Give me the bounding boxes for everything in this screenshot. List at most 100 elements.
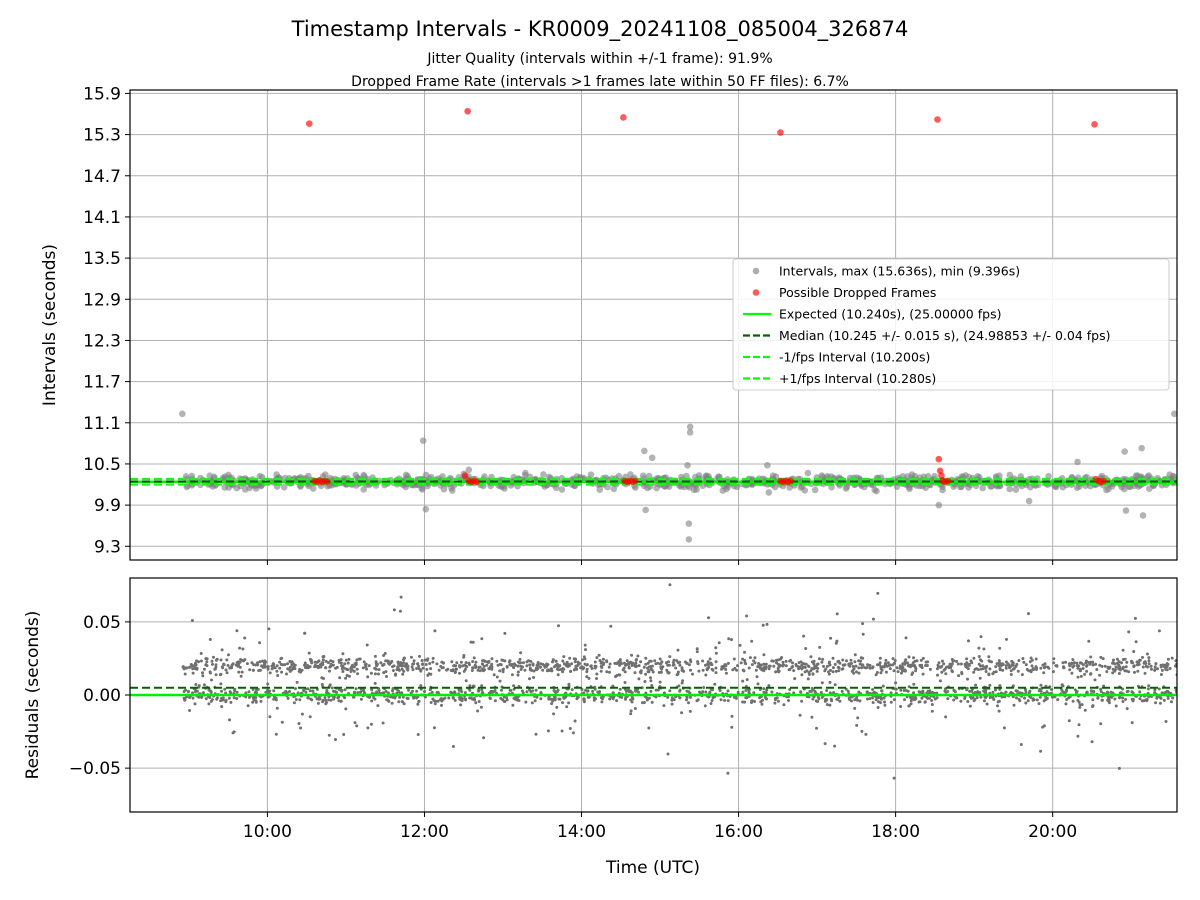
residual-point	[877, 700, 880, 704]
residual-point	[806, 677, 810, 681]
residual-point	[1009, 669, 1013, 673]
residual-point	[471, 666, 474, 670]
residual-point	[864, 732, 868, 736]
residual-point	[792, 691, 796, 695]
residual-point	[1091, 705, 1094, 708]
residual-point	[1108, 666, 1111, 670]
residual-point	[595, 677, 598, 680]
residual-point	[570, 688, 574, 692]
residual-point	[776, 699, 780, 703]
residual-point	[730, 714, 734, 718]
residual-point	[1001, 668, 1005, 672]
residual-point	[1092, 689, 1095, 693]
interval-point	[962, 472, 969, 479]
residual-point	[802, 634, 806, 638]
residual-point	[319, 665, 323, 669]
residual-point	[476, 709, 480, 713]
residual-point	[776, 666, 780, 670]
residual-point	[743, 650, 746, 654]
residual-point	[240, 670, 244, 674]
residual-point	[552, 697, 556, 701]
residual-point	[251, 688, 255, 691]
residual-point	[251, 668, 255, 672]
residual-point	[232, 696, 236, 700]
residual-point	[888, 667, 892, 671]
residual-point	[1118, 696, 1121, 700]
residual-point	[762, 687, 766, 691]
residual-point	[765, 622, 769, 626]
residual-point	[868, 697, 872, 701]
residual-point	[329, 698, 333, 702]
residual-point	[879, 671, 883, 675]
residual-point	[1004, 664, 1008, 668]
residual-point	[474, 701, 478, 705]
residual-point	[666, 752, 670, 756]
residual-point	[462, 655, 466, 659]
residual-point	[884, 658, 888, 662]
residual-point	[685, 698, 688, 702]
residual-point	[222, 663, 226, 667]
residual-point	[623, 670, 627, 674]
residual-point	[984, 670, 988, 673]
residual-point	[1118, 668, 1122, 672]
residual-point	[899, 705, 903, 708]
residual-point	[1039, 666, 1043, 670]
residual-point	[459, 703, 463, 707]
residual-point	[1123, 669, 1127, 673]
residual-point	[225, 671, 229, 675]
residual-point	[1061, 661, 1065, 665]
residual-point	[650, 684, 654, 687]
residual-point	[1038, 695, 1042, 699]
residual-point	[1140, 699, 1144, 703]
residual-point	[1067, 719, 1071, 723]
residual-point	[980, 659, 984, 663]
residual-point	[955, 659, 958, 663]
bottom-plot-frame	[129, 577, 1178, 813]
residual-point	[455, 661, 459, 665]
residual-point	[468, 663, 471, 667]
residual-point	[689, 695, 692, 699]
residual-point	[252, 698, 256, 702]
residual-point	[1090, 740, 1094, 744]
residual-point	[1085, 664, 1088, 668]
residual-point	[876, 591, 880, 595]
residual-point	[308, 689, 312, 693]
residual-point	[273, 666, 277, 670]
residual-point	[871, 617, 875, 621]
residual-point	[966, 677, 969, 681]
residual-point	[1141, 655, 1144, 659]
residual-point	[406, 668, 410, 672]
residual-point	[431, 660, 435, 664]
residual-point	[340, 689, 344, 693]
residual-point	[516, 673, 520, 677]
residual-point	[591, 689, 595, 693]
residual-point	[519, 664, 523, 668]
residual-point	[1080, 661, 1083, 665]
residual-point	[1008, 666, 1011, 670]
residual-point	[1004, 660, 1008, 664]
residual-point	[329, 659, 333, 663]
residual-point	[554, 663, 558, 667]
residual-point	[384, 690, 388, 693]
residual-point	[963, 697, 967, 700]
residual-point	[744, 662, 748, 666]
residual-point	[653, 659, 657, 663]
residual-point	[1052, 661, 1056, 665]
residual-point	[1101, 657, 1105, 661]
residual-point	[1120, 661, 1123, 665]
residual-point	[1111, 671, 1115, 675]
residual-point	[793, 677, 797, 681]
top-y-tick-label: 14.7	[83, 167, 121, 187]
residual-point	[995, 662, 999, 666]
residual-point	[391, 687, 395, 690]
x-tick-label: 18:00	[871, 822, 920, 842]
residual-point	[468, 688, 472, 692]
dropped-frames-series	[305, 107, 1108, 486]
interval-outlier-point	[1121, 448, 1128, 455]
residual-point	[804, 647, 808, 650]
residual-point	[442, 661, 446, 665]
residual-point	[1121, 665, 1125, 669]
residual-point	[1000, 695, 1004, 699]
residual-point	[858, 662, 862, 666]
residual-point	[903, 660, 907, 664]
